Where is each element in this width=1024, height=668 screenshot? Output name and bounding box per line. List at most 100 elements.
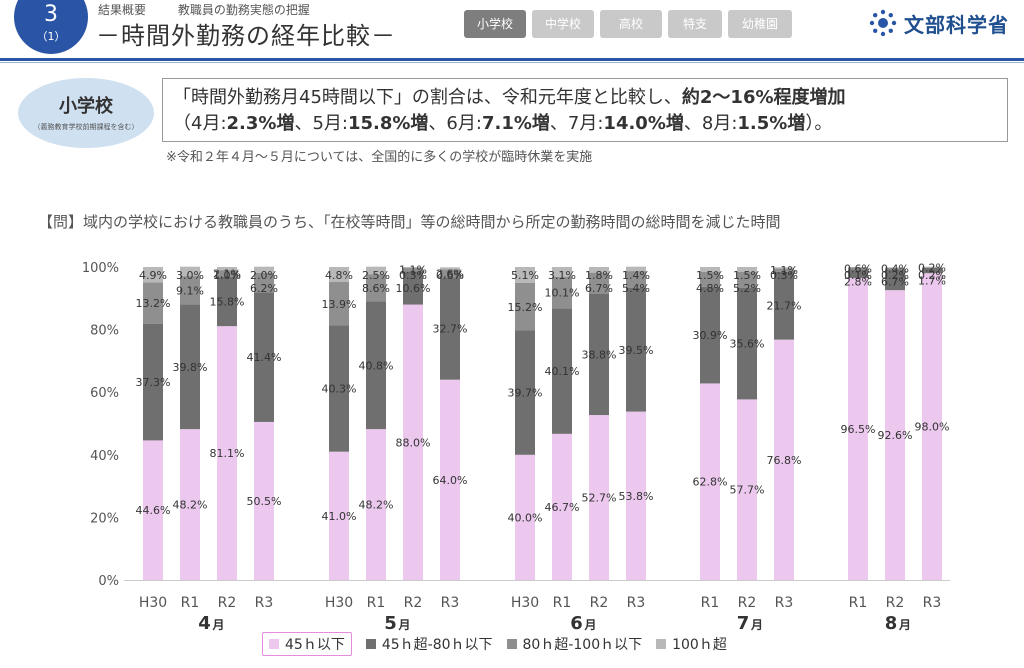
bar-segment-le45 [552,433,572,580]
data-label: 5.4% [622,282,650,295]
data-label: 2.0% [250,269,278,282]
data-label: 40.8% [359,359,394,372]
data-label: 10.1% [545,287,580,300]
data-label: 4.8% [325,269,353,282]
data-label: 0.6% [436,269,464,282]
bar-segment-le45 [254,421,274,580]
data-label: 2.6% [436,267,464,280]
data-label: 6.7% [585,282,613,295]
x-tick-label: R1 [553,595,572,611]
bar-segment-over100 [515,267,535,283]
data-label: 37.3% [136,376,171,389]
data-label: 1.7% [918,275,946,288]
bar-segment-over100 [180,266,200,277]
month-unit-label: 月 [898,618,911,632]
x-tick-label: R3 [441,595,460,611]
tab-junior-high[interactable]: 中学校 [532,10,594,38]
header: 3 （1） 結果概要 教職員の勤務実態の把握 －時間外勤務の経年比較－ 小学校 … [0,0,1024,62]
data-label: 81.1% [210,447,245,460]
month-unit-label: 月 [397,618,410,632]
bar-segment-45-80 [848,269,868,278]
data-label: 38.8% [582,348,617,361]
bar-segment-over100 [589,267,609,273]
bar-segment-le45 [403,304,423,580]
data-label: 35.6% [730,338,765,351]
bar-segment-80-100 [700,271,720,287]
summary-box: 「時間外勤務月45時間以下」の割合は、令和元年度と比較し、約2～16%程度増加 … [162,78,1008,142]
data-label: 53.8% [619,490,654,503]
bar-segment-over100 [552,267,572,277]
bar-segment-80-100 [143,282,163,324]
data-label: 1.5% [696,269,724,282]
data-label: 98.0% [915,421,950,434]
x-tick-label: R1 [181,595,200,611]
month-unit-label: 月 [583,618,596,632]
data-label: 62.8% [693,476,728,489]
summary-text: ）。 [805,113,833,134]
bar-segment-80-100 [774,268,794,272]
x-tick-label: H30 [511,595,539,611]
month-unit-label: 月 [750,618,763,632]
bar-segment-45-80 [143,323,163,441]
bar-segment-le45 [700,383,720,580]
data-label: 41.4% [247,351,282,364]
bar-segment-45-80 [180,304,200,430]
tab-high-school[interactable]: 高校 [600,10,662,38]
data-label: 52.7% [582,492,617,505]
tab-special-support[interactable]: 特支 [668,10,722,38]
page-title: －時間外勤務の経年比較－ [96,22,396,50]
data-label: 3.1% [548,269,576,282]
data-label: 13.9% [322,298,357,311]
x-tick-label: R3 [627,595,646,611]
data-label: 1.1% [770,264,798,277]
data-label: 32.7% [433,323,468,336]
x-tick-label: R1 [849,595,868,611]
bar-segment-over100 [737,267,757,272]
bar-segment-80-100 [515,282,535,331]
bar-segment-80-100 [626,271,646,288]
bar-segment-80-100 [885,267,905,270]
bar-segment-45-80 [626,287,646,412]
data-label: 40.0% [508,511,543,524]
school-type-badge: 小学校 （義務教育学校前期課程を含む） [18,78,154,148]
summary-text: （4月: [173,113,227,134]
legend-label: 80ｈ超-100ｈ以下 [522,637,643,653]
data-label: 0.3% [399,269,427,282]
data-label: 44.6% [136,504,171,517]
tab-kindergarten[interactable]: 幼稚園 [728,10,792,38]
bar-segment-over100 [217,267,237,271]
data-label: 50.5% [247,495,282,508]
bar-segment-le45 [143,440,163,580]
x-tick-label: R2 [886,595,905,611]
legend-label: 100ｈ超 [672,637,727,653]
bar-segment-45-80 [885,269,905,291]
bar-segment-45-80 [403,271,423,305]
month-label: 7 [737,613,750,634]
bar-segment-80-100 [440,269,460,278]
legend-label: 45ｈ超-80ｈ以下 [381,637,493,653]
data-label: 10.6% [396,282,431,295]
data-label: 48.2% [173,499,208,512]
data-label: 0.2% [881,269,909,282]
bar-segment-le45 [329,451,349,580]
data-label: 6.7% [881,276,909,289]
question-text: 【問】域内の学校における教職員のうち、「在校等時間」等の総時間から所定の勤務時間… [38,213,781,231]
bar-segment-le45 [885,290,905,580]
data-label: 0.2% [918,262,946,275]
data-label: 8.6% [362,282,390,295]
data-label: 21.7% [767,300,802,313]
bar-segment-80-100 [180,276,200,305]
mext-logo-icon [869,9,897,37]
bar-segment-over100 [922,266,942,268]
summary-line-2: （4月:2.3%増、5月:15.8%増、6月:7.1%増、7月:14.0%増、8… [173,111,997,137]
y-tick-label: 80% [90,324,119,339]
bar-segment-80-100 [329,282,349,326]
bar-segment-le45 [589,415,609,580]
legend-item-over100: 100ｈ超 [656,634,727,654]
bar-segment-45-80 [700,286,720,384]
data-label: 13.2% [136,297,171,310]
tab-elementary[interactable]: 小学校 [464,10,526,38]
summary-line-1: 「時間外勤務月45時間以下」の割合は、令和元年度と比較し、約2～16%程度増加 [173,85,997,111]
summary-highlight: 15.8%増 [347,113,429,134]
bar-segment-le45 [217,326,237,580]
